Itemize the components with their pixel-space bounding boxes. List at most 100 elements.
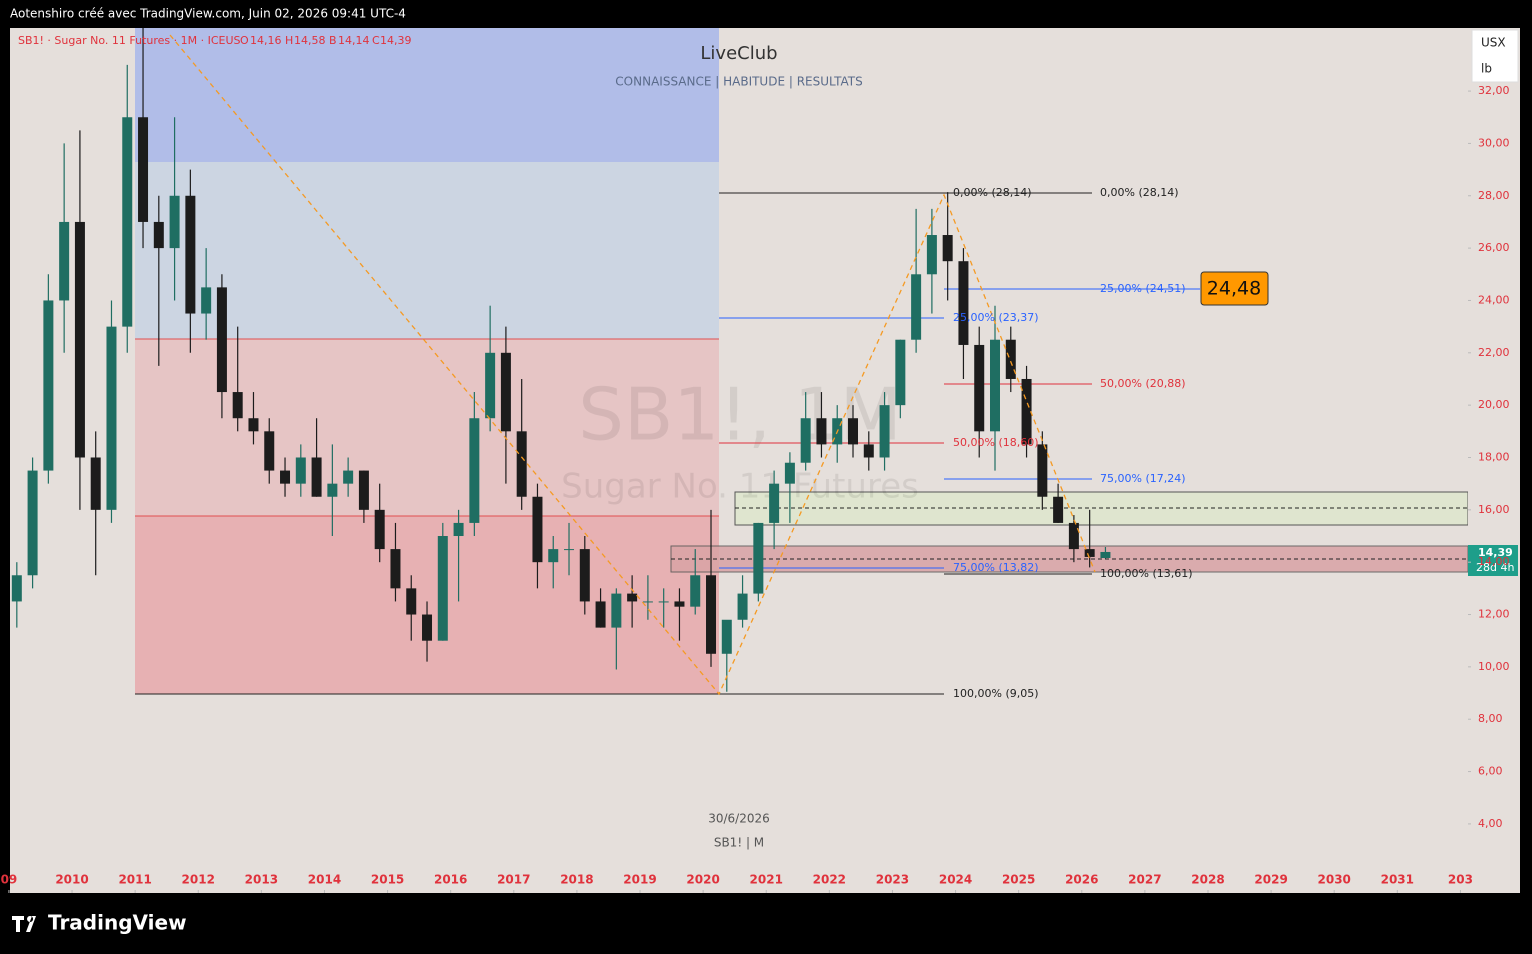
y-tick-label: 22,00 xyxy=(1478,346,1510,359)
y-tick-label: 4,00 xyxy=(1478,817,1503,830)
candle-body xyxy=(516,431,527,497)
candle-body xyxy=(627,593,638,602)
last-price-tag xyxy=(1468,545,1518,576)
candle-body xyxy=(201,287,212,314)
candle-body xyxy=(911,274,922,340)
candle-body xyxy=(1100,551,1111,558)
candle-body xyxy=(942,235,953,262)
x-tick-label: 2031 xyxy=(1381,873,1414,887)
brand: TradingView xyxy=(48,911,187,935)
price-marker-label: 24,48 xyxy=(1207,278,1261,300)
candle-body xyxy=(153,221,164,249)
candle-body xyxy=(769,483,780,523)
candle-body xyxy=(895,339,906,406)
x-tick-label: 2022 xyxy=(813,873,846,887)
y-tick-label: 20,00 xyxy=(1478,398,1510,411)
candle-body xyxy=(737,593,748,620)
unit[interactable]: lb xyxy=(1481,62,1492,76)
candle-body xyxy=(690,575,701,607)
overlay-title: LiveClub xyxy=(700,43,777,64)
candle-body xyxy=(863,444,874,458)
candle-body xyxy=(706,575,717,654)
price-marker xyxy=(1200,271,1269,306)
fib-label: 50,00% (20,88) xyxy=(1100,377,1186,390)
x-tick-label: 2019 xyxy=(623,873,656,887)
candle-body xyxy=(816,418,827,445)
candle-body xyxy=(248,418,259,432)
candle-body xyxy=(848,418,859,445)
candle-body xyxy=(721,619,732,654)
legend-key: H xyxy=(285,34,293,47)
candle-body xyxy=(595,601,606,628)
candle-body xyxy=(280,470,291,484)
x-tick-label: 2024 xyxy=(939,873,972,887)
fib-label: 25,00% (24,51) xyxy=(1100,282,1186,295)
candle-body xyxy=(1053,496,1064,523)
legend: SB1! · Sugar No. 11 Futures · 1M · ICEUS… xyxy=(18,34,412,47)
fib-label: 100,00% (13,61) xyxy=(1100,567,1193,580)
candle-body xyxy=(264,431,275,471)
y-tick-label: 24,00 xyxy=(1478,293,1510,306)
countdown: 28d 4h xyxy=(1476,561,1514,574)
fib-label: 100,00% (9,05) xyxy=(953,687,1039,700)
x-tick-label: 09 xyxy=(1,873,18,887)
candle-body xyxy=(43,300,54,471)
y-tick-label: 10,00 xyxy=(1478,660,1510,673)
candle-body xyxy=(106,326,117,510)
candle-body xyxy=(469,418,480,523)
date-label: 30/6/2026 xyxy=(708,812,770,826)
candle-body xyxy=(27,470,38,576)
x-tick-label: 2010 xyxy=(55,873,88,887)
legend-value: 14,16 xyxy=(250,34,282,47)
candle-body xyxy=(548,549,559,563)
candle-body xyxy=(358,470,369,510)
unit-box[interactable] xyxy=(1471,29,1519,83)
legend-key: C xyxy=(372,34,380,47)
candle-body xyxy=(422,614,433,641)
candle-body xyxy=(564,549,575,551)
logo-icon xyxy=(12,916,36,932)
x-tick-label: 2015 xyxy=(371,873,404,887)
zone xyxy=(135,339,719,516)
x-tick-label: 2013 xyxy=(245,873,278,887)
candle-body xyxy=(374,509,385,550)
legend-key: B xyxy=(329,34,337,47)
candle-body xyxy=(437,536,448,641)
x-tick-label: 2020 xyxy=(686,873,719,887)
candle-body xyxy=(532,496,543,563)
footer-logo: TradingView xyxy=(12,911,187,935)
candle-body xyxy=(169,195,180,249)
candle-body xyxy=(800,418,811,463)
candle-body xyxy=(1021,378,1032,445)
x-tick-label: 2021 xyxy=(750,873,783,887)
candle-body xyxy=(185,195,196,314)
fib-label: 75,00% (13,82) xyxy=(953,561,1039,574)
currency[interactable]: USX xyxy=(1481,36,1506,50)
candle-body xyxy=(74,221,85,458)
y-tick-label: 32,00 xyxy=(1478,84,1510,97)
fib-label: 25,00% (23,37) xyxy=(953,311,1039,324)
x-tick-label: 2027 xyxy=(1128,873,1161,887)
y-tick-label: 26,00 xyxy=(1478,241,1510,254)
candle-body xyxy=(295,457,306,484)
candle-body xyxy=(1084,549,1095,557)
candle-body xyxy=(611,593,622,628)
x-tick-label: 2030 xyxy=(1318,873,1351,887)
candle-body xyxy=(784,462,795,484)
x-tick-label: 2023 xyxy=(876,873,909,887)
candle-body xyxy=(59,221,70,301)
x-tick-label: 203 xyxy=(1448,873,1473,887)
interval-label: SB1! | M xyxy=(714,836,764,850)
candle-body xyxy=(1037,444,1048,497)
legend-symbol: SB1! · Sugar No. 11 Futures · 1M · ICEUS xyxy=(18,34,241,47)
candle-body xyxy=(453,522,464,537)
legend-key: O xyxy=(240,34,249,47)
x-tick-label: 2012 xyxy=(182,873,215,887)
candle-body xyxy=(1068,522,1079,550)
x-tick-label: 2025 xyxy=(1002,873,1035,887)
candle-body xyxy=(327,483,338,497)
legend-value: 14,58 xyxy=(294,34,326,47)
legend-value: 14,14 xyxy=(338,34,370,47)
candle-body xyxy=(958,261,969,345)
